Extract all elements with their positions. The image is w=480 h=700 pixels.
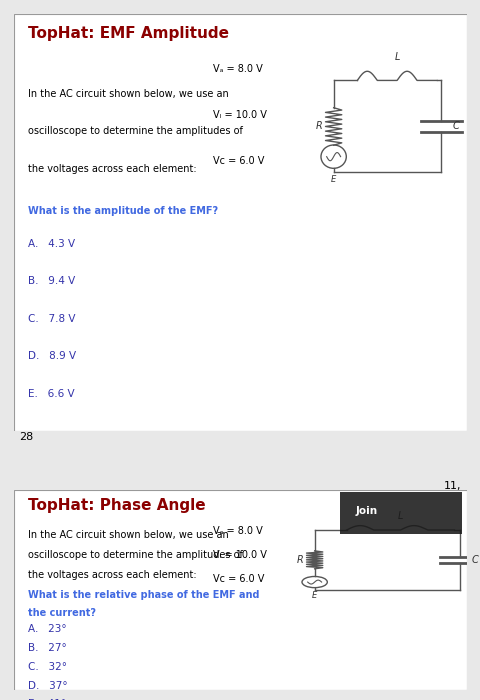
FancyBboxPatch shape [14, 490, 466, 690]
Text: R: R [296, 555, 303, 565]
Text: 11,: 11, [444, 481, 461, 491]
Text: C: C [452, 122, 458, 132]
Text: In the AC circuit shown below, we use an: In the AC circuit shown below, we use an [28, 89, 228, 99]
Text: Vₐ = 8.0 V: Vₐ = 8.0 V [213, 64, 263, 74]
Text: L: L [394, 52, 399, 62]
Text: Join: Join [355, 506, 377, 516]
FancyBboxPatch shape [14, 14, 466, 430]
Text: B.   27°: B. 27° [28, 643, 67, 652]
Text: oscilloscope to determine the amplitudes of: oscilloscope to determine the amplitudes… [28, 127, 242, 136]
Text: Vᴄ = 6.0 V: Vᴄ = 6.0 V [213, 155, 264, 166]
Text: the voltages across each element:: the voltages across each element: [28, 570, 196, 580]
Text: D.   37°: D. 37° [28, 680, 68, 690]
Text: B.   9.4 V: B. 9.4 V [28, 276, 75, 286]
Text: C: C [470, 555, 477, 565]
Text: In the AC circuit shown below, we use an: In the AC circuit shown below, we use an [28, 530, 228, 540]
Text: Vᴄ = 6.0 V: Vᴄ = 6.0 V [213, 574, 264, 584]
Text: E.   6.6 V: E. 6.6 V [28, 389, 74, 399]
Text: 28: 28 [19, 432, 34, 442]
Text: C.   7.8 V: C. 7.8 V [28, 314, 75, 324]
FancyBboxPatch shape [339, 492, 461, 534]
Text: TopHat: EMF Amplitude: TopHat: EMF Amplitude [28, 27, 228, 41]
Text: E: E [330, 174, 336, 183]
Text: L: L [397, 511, 402, 521]
Text: TopHat: Phase Angle: TopHat: Phase Angle [28, 498, 205, 513]
Text: Vₗ = 10.0 V: Vₗ = 10.0 V [213, 110, 267, 120]
Text: Vₐ = 8.0 V: Vₐ = 8.0 V [213, 526, 263, 536]
Text: R: R [315, 122, 322, 132]
Text: What is the relative phase of the EMF and: What is the relative phase of the EMF an… [28, 589, 259, 600]
Text: D.   8.9 V: D. 8.9 V [28, 351, 76, 361]
Text: the voltages across each element:: the voltages across each element: [28, 164, 196, 174]
Text: E: E [312, 591, 317, 600]
Text: oscilloscope to determine the amplitudes of: oscilloscope to determine the amplitudes… [28, 550, 242, 560]
Text: C.   32°: C. 32° [28, 662, 67, 671]
Text: A.   4.3 V: A. 4.3 V [28, 239, 75, 249]
Text: What is the amplitude of the EMF?: What is the amplitude of the EMF? [28, 206, 217, 216]
Text: the current?: the current? [28, 608, 96, 617]
Text: Vₗ = 10.0 V: Vₗ = 10.0 V [213, 550, 267, 560]
Text: A.   23°: A. 23° [28, 624, 67, 634]
